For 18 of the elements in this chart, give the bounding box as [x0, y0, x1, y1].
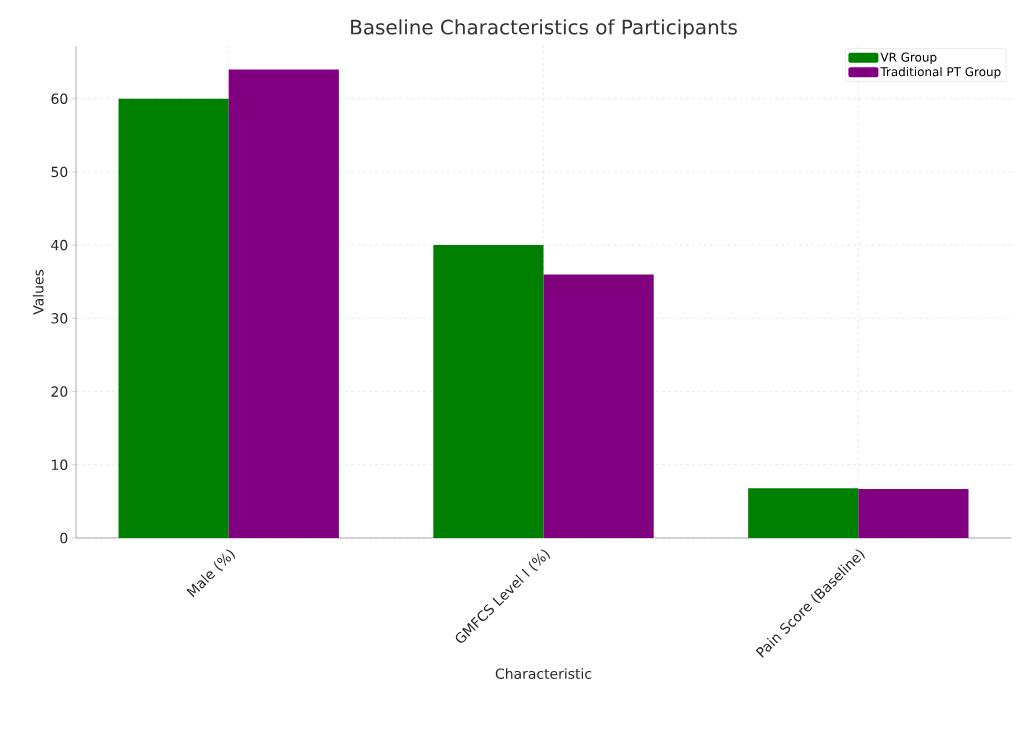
y-tick-label: 50	[51, 166, 68, 178]
y-tick-label: 10	[52, 459, 68, 471]
chart-title: Baseline Characteristics of Participants	[351, 19, 737, 39]
bar	[433, 245, 544, 538]
legend-label: Traditional PT Group	[880, 66, 1001, 79]
bar	[228, 69, 339, 538]
y-tick-label: 40	[51, 239, 68, 251]
bar	[118, 98, 229, 538]
y-axis-title: Values	[32, 269, 44, 315]
x-axis-title: Characteristic	[495, 668, 592, 679]
y-tick-label: 20	[51, 386, 68, 397]
y-tick-label: 60	[51, 93, 68, 104]
bar	[858, 488, 969, 538]
bar	[543, 274, 654, 538]
y-tick-label: 30	[51, 313, 68, 324]
y-tick-label: 0	[60, 532, 68, 544]
bar	[748, 488, 859, 538]
legend-label: VR Group	[880, 52, 937, 64]
